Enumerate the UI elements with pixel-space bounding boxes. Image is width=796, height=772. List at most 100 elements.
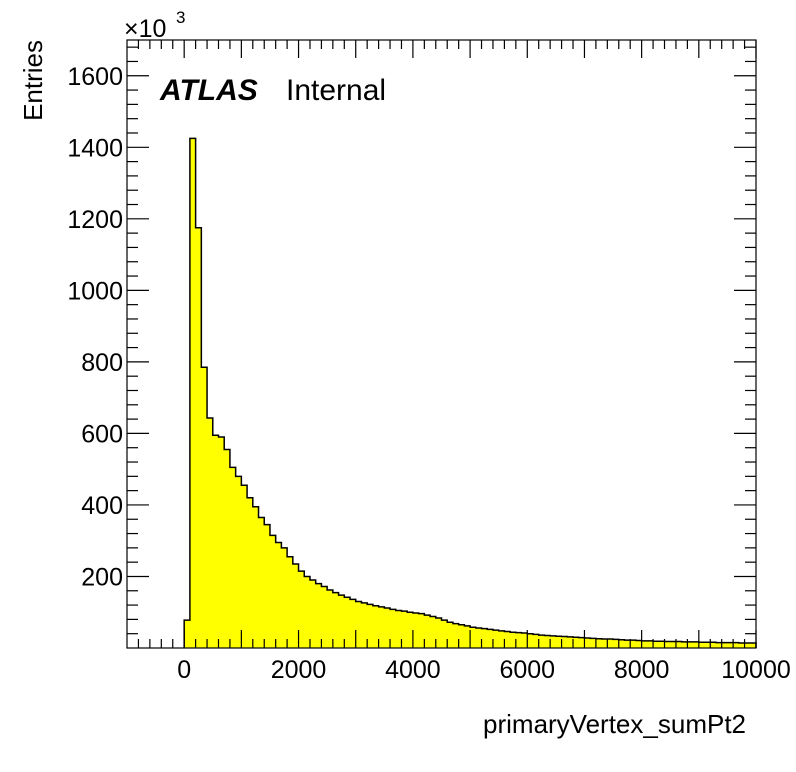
histogram-bin [698, 642, 705, 648]
histogram-bin [298, 571, 305, 648]
histogram-bin [515, 632, 522, 648]
histogram-bin [715, 642, 723, 648]
histogram-bin [498, 630, 505, 648]
histogram-bin [212, 435, 219, 648]
histogram-bin [452, 623, 460, 648]
histogram-bin [487, 629, 494, 648]
histogram-bin [304, 576, 311, 648]
histogram-bin [504, 631, 511, 648]
x-tick-labels: 0 2000 4000 6000 8000 10000 [177, 656, 791, 684]
histogram-bin [532, 634, 540, 648]
histogram-bin [184, 620, 191, 648]
x-tick-label: 6000 [499, 656, 555, 684]
histogram-bin [573, 637, 580, 648]
histogram-bin [247, 497, 254, 648]
histogram-bin [292, 563, 299, 648]
histogram-bin [207, 418, 214, 648]
histogram-bin [584, 637, 591, 648]
histogram-bin [412, 612, 420, 648]
histogram-bin [269, 535, 277, 648]
histogram-bin [590, 638, 597, 648]
histogram-bin [327, 590, 334, 648]
histogram-bin [275, 542, 282, 648]
histogram-bin [750, 642, 757, 648]
y-tick-label: 1000 [67, 277, 123, 305]
histogram-bin [647, 640, 654, 648]
histogram-bin [241, 485, 248, 648]
x-tick-label: 10000 [721, 656, 791, 684]
histogram-bin [538, 635, 545, 648]
histogram-bin [332, 592, 339, 648]
histogram-bin [321, 586, 328, 648]
x-axis-title: primaryVertex_sumPt2 [483, 709, 746, 739]
histogram-bin [224, 449, 231, 648]
histogram-bin [218, 436, 225, 648]
histogram-bin [401, 611, 408, 648]
histogram-bin [395, 610, 402, 648]
histogram-bin [361, 602, 368, 648]
histogram-bin [441, 620, 448, 648]
y-tick-label: 1200 [67, 206, 123, 234]
histogram-bin [681, 641, 688, 648]
histogram-bin [258, 517, 265, 648]
histogram-bin [670, 641, 677, 648]
x-tick-label: 4000 [385, 656, 441, 684]
histogram-bin [607, 639, 614, 648]
atlas-label: ATLAS [159, 74, 258, 107]
y-axis-multiplier: ×10 [124, 15, 166, 43]
histogram-bin [544, 635, 551, 648]
histogram-bin [744, 642, 751, 648]
y-tick-label: 800 [81, 349, 123, 377]
histogram-bin [550, 635, 557, 648]
histogram-bin [521, 632, 528, 648]
histogram-bin [675, 641, 683, 648]
histogram-bin [555, 636, 562, 648]
histogram-bin [578, 637, 585, 648]
histogram-bin [447, 622, 454, 648]
histogram-bin [252, 506, 259, 648]
histogram-bin [492, 630, 500, 648]
y-tick-label: 200 [81, 563, 123, 591]
y-tick-label: 400 [81, 492, 123, 520]
histogram-bin [721, 642, 728, 648]
histogram-bin [704, 642, 711, 648]
histogram-bin [664, 641, 671, 648]
histogram-bin [372, 605, 379, 648]
x-tick-label: 2000 [271, 656, 327, 684]
histogram-bin [618, 639, 625, 648]
histogram-bin [390, 609, 397, 648]
histogram-bin [189, 138, 197, 648]
histogram-bin [367, 604, 374, 648]
histogram-bin [350, 599, 357, 648]
histogram-bin [338, 595, 345, 648]
internal-label: Internal [286, 74, 386, 107]
x-tick-label: 8000 [614, 656, 670, 684]
histogram-bars [184, 138, 757, 648]
histogram-bin [653, 641, 660, 648]
histogram-bin [641, 640, 648, 648]
y-tick-label: 1600 [67, 63, 123, 91]
histogram-bin [287, 556, 294, 648]
y-tick-label: 600 [81, 420, 123, 448]
histogram-bin [464, 625, 471, 648]
histogram-bin [710, 642, 717, 648]
y-tick-labels: 200 400 600 800 1000 1200 1400 1600 [67, 63, 123, 592]
histogram-bin [458, 624, 465, 648]
histogram-bin [470, 627, 477, 648]
histogram-bin [384, 607, 391, 648]
histogram-bin [630, 640, 637, 648]
x-tick-label: 0 [177, 656, 191, 684]
histogram-bin [344, 597, 351, 648]
histogram-bin [195, 227, 202, 648]
histogram-bin [309, 580, 317, 648]
histogram-bin [601, 639, 608, 648]
histogram-bin [693, 641, 700, 648]
histogram-bin [315, 583, 322, 648]
histogram-bin [635, 640, 643, 648]
histogram-bin [281, 547, 288, 648]
histogram-bin [567, 636, 574, 648]
histogram-bin [658, 641, 665, 648]
histogram-bin [435, 617, 442, 648]
histogram-bin [595, 638, 603, 648]
